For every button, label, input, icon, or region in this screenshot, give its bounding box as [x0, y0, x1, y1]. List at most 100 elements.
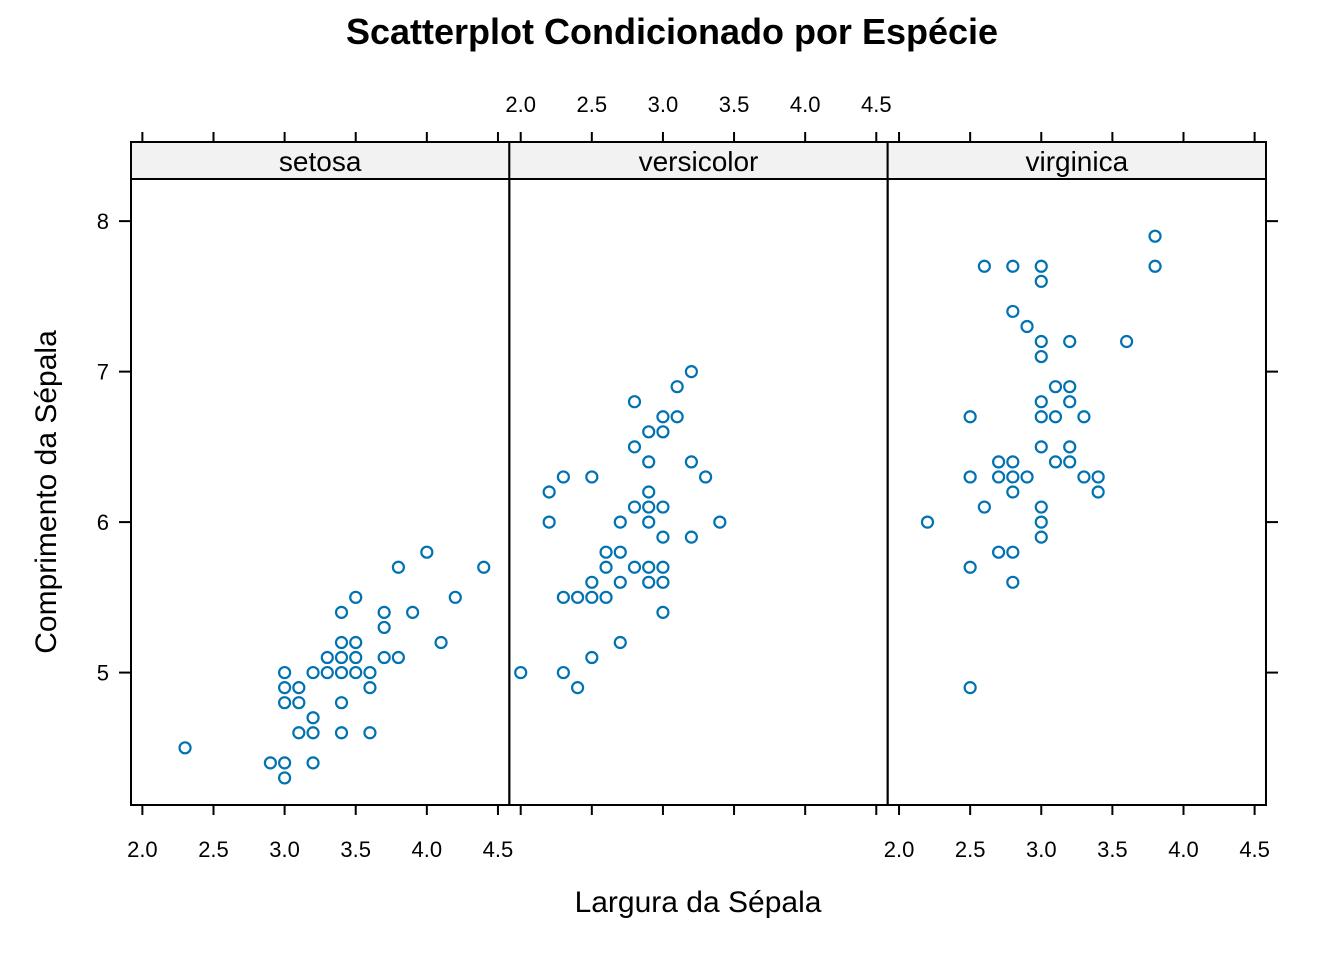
data-point: [656, 410, 670, 424]
plot-frame-versicolor: [508, 178, 889, 806]
data-point: [1034, 410, 1048, 424]
data-point: [278, 665, 292, 680]
data-point: [627, 500, 642, 514]
data-point: [656, 500, 670, 514]
data-point: [1048, 455, 1063, 469]
y-tick-label: 6: [97, 510, 109, 535]
chart-title: Scatterplot Condicionado por Espécie: [346, 11, 998, 52]
data-point: [571, 590, 585, 604]
data-point: [1091, 470, 1105, 484]
x-tick-label-bottom: 4.5: [1239, 837, 1270, 862]
data-point: [377, 620, 391, 635]
data-point: [363, 681, 377, 695]
data-point: [642, 560, 656, 574]
data-point: [670, 410, 684, 424]
data-point: [406, 605, 420, 619]
x-tick-label-bottom: 2.5: [955, 837, 986, 862]
data-point: [613, 635, 627, 650]
x-tick-label-bottom: 4.0: [412, 837, 443, 862]
data-point: [627, 440, 642, 454]
data-point: [306, 665, 320, 680]
data-point: [1034, 395, 1048, 409]
strip-label-versicolor: versicolor: [639, 146, 759, 177]
data-point: [1077, 410, 1091, 424]
data-point: [320, 665, 334, 680]
data-point: [334, 605, 349, 619]
data-point: [278, 771, 292, 785]
data-point: [363, 726, 377, 740]
data-point: [334, 665, 349, 680]
data-point: [292, 726, 306, 740]
data-point: [656, 530, 670, 544]
y-axis-label: Comprimento da Sépala: [30, 330, 63, 654]
data-point: [1006, 575, 1020, 589]
data-point: [1148, 259, 1162, 273]
data-point: [642, 425, 656, 439]
axes-group: 2.0 2.0 2.0 2.5 2.5 2.5 3.0 3.0 3.0 3.5 3.5 3.5 4.0 4…: [97, 92, 1278, 862]
y-tick-label: 7: [97, 360, 109, 385]
x-tick-label-bottom: 4.0: [1168, 837, 1199, 862]
data-point: [1020, 470, 1034, 484]
data-point: [585, 590, 599, 604]
data-point: [656, 605, 670, 619]
data-point: [963, 560, 977, 574]
data-point: [349, 650, 363, 665]
data-point: [1034, 274, 1048, 288]
data-point: [599, 545, 613, 559]
data-point: [977, 500, 991, 514]
data-point: [1034, 334, 1048, 349]
data-point: [613, 545, 627, 559]
data-point: [263, 756, 277, 770]
data-point: [556, 590, 570, 604]
data-point: [684, 365, 698, 379]
data-point: [1063, 334, 1077, 349]
data-point: [278, 756, 292, 770]
data-point: [1048, 410, 1063, 424]
data-point: [363, 665, 377, 680]
x-tick-label-bottom: 3.0: [1026, 837, 1057, 862]
strip-versicolor: [508, 141, 889, 180]
data-point: [292, 696, 306, 710]
data-point: [1006, 259, 1020, 273]
data-point: [349, 665, 363, 680]
data-point: [306, 711, 320, 725]
panel-virginica: virginica: [886, 141, 1267, 806]
x-tick-label-bottom: 3.5: [1097, 837, 1128, 862]
data-point: [585, 575, 599, 589]
data-point: [656, 560, 670, 574]
strip-setosa: [130, 141, 511, 180]
x-tick-label-top: 2.0: [505, 92, 536, 117]
data-point: [656, 425, 670, 439]
data-point: [1034, 349, 1048, 364]
x-axis-label: Largura da Sépala: [575, 886, 822, 919]
x-tick-label-top: 2.5: [577, 92, 608, 117]
x-tick-label-top: 4.5: [861, 92, 892, 117]
data-point: [1120, 334, 1134, 349]
data-point: [391, 650, 405, 665]
data-point: [334, 696, 349, 710]
data-point: [320, 650, 334, 665]
data-point: [349, 590, 363, 604]
x-tick-label-bottom: 3.0: [269, 837, 300, 862]
x-tick-label-bottom: 3.5: [340, 837, 371, 862]
data-point: [963, 410, 977, 424]
y-tick-label: 8: [97, 209, 109, 234]
data-point: [920, 515, 935, 529]
data-point: [1006, 470, 1020, 484]
data-point: [542, 515, 556, 529]
data-point: [377, 650, 391, 665]
data-point: [642, 500, 656, 514]
data-point: [349, 635, 363, 650]
data-point: [642, 575, 656, 589]
y-tick-label: 5: [97, 661, 109, 686]
x-tick-label-top: 3.5: [719, 92, 750, 117]
data-point: [556, 665, 570, 680]
x-tick-label-top: 4.0: [790, 92, 821, 117]
data-point: [991, 455, 1006, 469]
data-point: [963, 470, 977, 484]
data-point: [627, 395, 642, 409]
data-point: [599, 590, 613, 604]
data-point: [1148, 229, 1162, 243]
data-point: [699, 470, 713, 484]
data-point: [1034, 259, 1048, 273]
